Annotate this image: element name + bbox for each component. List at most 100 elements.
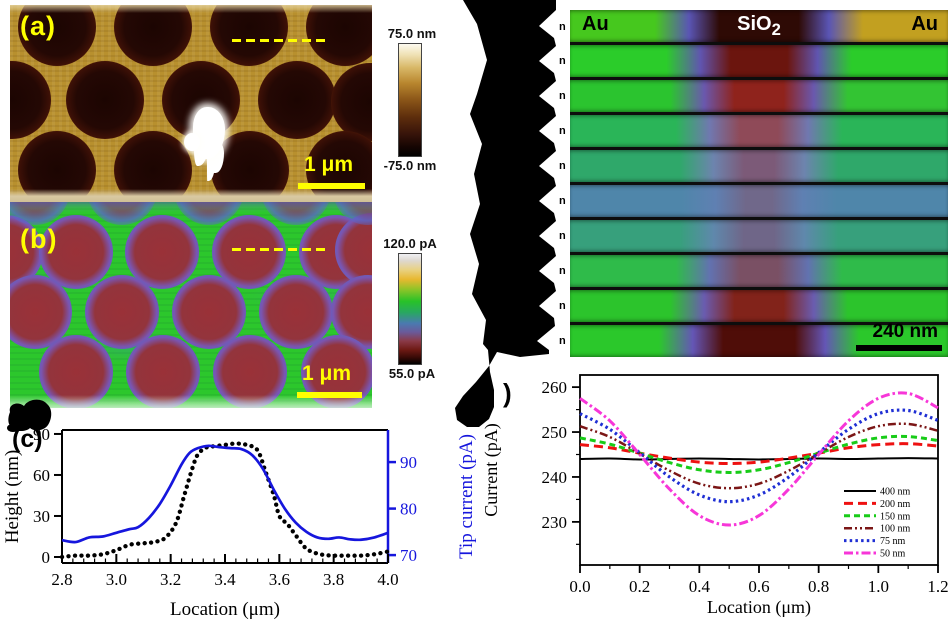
sio2-subscript: 2: [771, 20, 781, 39]
svg-text:230: 230: [542, 513, 568, 532]
svg-text:3.8: 3.8: [323, 570, 344, 589]
scale-bar-d: [856, 345, 942, 351]
current-dot: [259, 275, 333, 349]
afm-hole: [331, 63, 372, 141]
svg-text:260: 260: [542, 378, 568, 397]
chart-c-axes: 0 30 60 90 70 80 90 2.8 3.0 3.2 3.4 3.6 3.8 4.0 Locati…: [2, 425, 477, 620]
svg-text:70: 70: [400, 546, 417, 565]
cafm-strip: [570, 324, 948, 358]
panel-a-label: (a): [20, 11, 56, 41]
cafm-strip: [570, 79, 948, 113]
colorbar-b-max-label: 120.0 pA: [383, 236, 437, 251]
label-fragment: n: [559, 195, 566, 207]
series-75-nm: [579, 408, 939, 504]
svg-text:0.0: 0.0: [569, 577, 590, 596]
profile-line-a: [232, 39, 325, 42]
label-fragment: n: [559, 55, 566, 67]
cafm-current-image: (b) 1 μm: [10, 202, 372, 408]
svg-text:1.0: 1.0: [868, 577, 889, 596]
svg-text:0.4: 0.4: [689, 577, 711, 596]
svg-text:0.6: 0.6: [748, 577, 769, 596]
legend-label: 100 nm: [880, 524, 911, 535]
series-height: [59, 441, 391, 560]
svg-text:0: 0: [42, 548, 51, 567]
au-left-label: Au: [582, 13, 609, 35]
current-distance-chart: 230 240 250 260 0.0 0.2 0.4 0.6 0.8 1.0 1.2 Locatio…: [481, 374, 949, 618]
afm-hole: [258, 61, 336, 139]
svg-text:3.4: 3.4: [214, 570, 236, 589]
profile-chart: 0 30 60 90 70 80 90 2.8 3.0 3.2 3.4 3.6 3.8 4.0 Locati…: [2, 425, 477, 620]
series-50-nm: [579, 391, 939, 527]
panel-b-edge-fade: [10, 395, 372, 408]
svg-text:Height (nm): Height (nm): [2, 450, 23, 543]
current-dot: [39, 215, 113, 289]
svg-text:Tip current (pA): Tip current (pA): [456, 434, 477, 559]
series-150-nm: [579, 434, 939, 474]
svg-text:80: 80: [400, 500, 417, 519]
afm-hole: [66, 61, 144, 139]
colorbar-a-max-label: 75.0 nm: [387, 26, 437, 41]
panel-a-edge-fade: [10, 189, 372, 202]
svg-text:2.8: 2.8: [51, 570, 72, 589]
svg-text:90: 90: [33, 425, 50, 444]
afm-topography-image: (a) 1 μm: [10, 5, 372, 202]
current-dot: [125, 215, 199, 289]
cafm-strip: [570, 219, 948, 253]
svg-text:0.2: 0.2: [629, 577, 650, 596]
cafm-strip: [570, 184, 948, 218]
svg-text:Location (μm): Location (μm): [170, 599, 280, 620]
svg-text:3.6: 3.6: [269, 570, 290, 589]
label-fragment: n: [559, 230, 566, 242]
label-fragment: n: [559, 300, 566, 312]
svg-text:Current (pA): Current (pA): [481, 423, 502, 516]
scale-bar-b: [297, 392, 362, 398]
label-fragment: n: [559, 160, 566, 172]
afm-hole: [10, 61, 51, 139]
current-colorbar: [398, 253, 422, 365]
cafm-strip: [570, 289, 948, 323]
afm-hole: [210, 5, 288, 66]
cafm-strip: [570, 254, 948, 288]
svg-text:1.2: 1.2: [927, 577, 948, 596]
afm-hole: [18, 5, 96, 66]
cafm-strip: [570, 44, 948, 78]
svg-text:240: 240: [542, 468, 568, 487]
svg-text:0.8: 0.8: [808, 577, 829, 596]
legend-label: 150 nm: [880, 511, 911, 522]
stripe-current-image: Au SiO2 Au 240 nm: [570, 10, 948, 358]
svg-text:3.2: 3.2: [160, 570, 181, 589]
afm-hole: [114, 5, 192, 66]
series-tip_current: [61, 444, 389, 544]
cafm-strip: [570, 114, 948, 148]
svg-text:60: 60: [33, 466, 50, 485]
current-dot: [85, 275, 159, 349]
scale-bar-a: [298, 183, 365, 189]
scale-bar-label-b: 1 μm: [302, 362, 352, 385]
label-fragment: n: [559, 21, 566, 33]
svg-text:250: 250: [542, 423, 568, 442]
sio2-text: SiO: [737, 13, 772, 35]
height-colorbar: [398, 43, 422, 157]
legend-label: 200 nm: [880, 499, 911, 510]
legend-label: 400 nm: [880, 487, 911, 498]
scale-bar-label-a: 1 μm: [304, 153, 354, 176]
series-100-nm: [579, 422, 939, 490]
afm-hole: [306, 5, 372, 66]
series-400-nm: [579, 457, 939, 461]
svg-text:30: 30: [33, 507, 50, 526]
au-right-label: Au: [911, 13, 938, 35]
panel-b-label: (b): [20, 224, 58, 254]
label-fragment: n: [559, 125, 566, 137]
legend-label: 75 nm: [880, 536, 906, 547]
redacted-label-fragments: n n n n n n n n n n: [559, 21, 566, 347]
cafm-strip: [570, 10, 948, 43]
svg-text:90: 90: [400, 453, 417, 472]
sio2-label: SiO2: [737, 13, 781, 40]
legend-label: 50 nm: [880, 549, 906, 560]
cafm-strip: [570, 149, 948, 183]
svg-text:3.0: 3.0: [106, 570, 127, 589]
label-fragment: n: [559, 335, 566, 347]
label-fragment: n: [559, 265, 566, 277]
profile-line-b: [232, 248, 325, 251]
